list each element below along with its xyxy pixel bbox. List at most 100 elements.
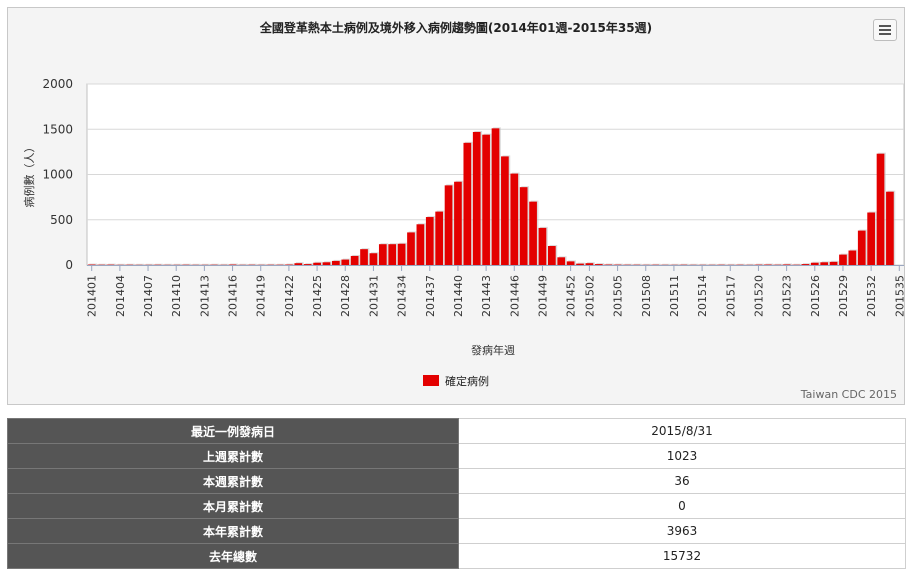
bar-shadow bbox=[624, 263, 633, 265]
x-tick-label: 201425 bbox=[311, 275, 324, 317]
bar-shadow bbox=[784, 263, 792, 265]
bar-shadow bbox=[230, 263, 238, 265]
bar-shadow bbox=[164, 263, 173, 265]
y-tick-label: 500 bbox=[50, 213, 73, 227]
bar bbox=[444, 185, 453, 265]
bar-shadow bbox=[220, 263, 229, 265]
y-tick-label: 2000 bbox=[42, 77, 73, 91]
stats-label: 最近一例發病日 bbox=[7, 418, 459, 444]
bar-shadow bbox=[662, 263, 670, 265]
bar-shadow bbox=[680, 263, 689, 265]
bar bbox=[491, 128, 500, 265]
bar-shadow bbox=[98, 263, 107, 265]
bar bbox=[839, 254, 847, 265]
bar bbox=[378, 244, 387, 265]
bar-shadow bbox=[211, 263, 220, 265]
x-tick-label: 201404 bbox=[114, 275, 127, 317]
bar-shadow bbox=[756, 263, 764, 265]
x-tick-label: 201502 bbox=[583, 275, 596, 317]
x-tick-label: 201523 bbox=[781, 275, 794, 317]
bar bbox=[360, 249, 368, 265]
stats-row: 本月累計數 0 bbox=[7, 493, 906, 519]
bar bbox=[594, 264, 603, 265]
stats-row: 上週累計數 1023 bbox=[7, 443, 906, 469]
x-tick-label: 201535 bbox=[893, 275, 904, 317]
menu-icon-line bbox=[879, 25, 891, 27]
stats-row: 最近一例發病日 2015/8/31 bbox=[7, 418, 906, 444]
bar bbox=[566, 261, 575, 265]
chart-credit: Taiwan CDC 2015 bbox=[800, 388, 897, 401]
bar-shadow bbox=[239, 263, 248, 265]
bar-shadow bbox=[727, 263, 736, 265]
y-tick-label: 0 bbox=[65, 258, 73, 272]
bar bbox=[510, 173, 519, 265]
bar-shadow bbox=[765, 263, 774, 265]
legend-swatch bbox=[423, 375, 439, 386]
bar-shadow bbox=[746, 263, 755, 265]
bar bbox=[313, 262, 321, 265]
bar-shadow bbox=[258, 263, 267, 265]
x-axis-label: 發病年週 bbox=[471, 343, 515, 357]
x-tick-label: 201532 bbox=[865, 275, 878, 317]
bar-shadow bbox=[267, 263, 276, 265]
x-tick-label: 201434 bbox=[396, 275, 409, 317]
bar bbox=[397, 243, 406, 265]
stats-label: 上週累計數 bbox=[7, 443, 459, 469]
bar-shadow bbox=[605, 263, 614, 265]
bar-shadow bbox=[145, 263, 154, 265]
bar-shadow bbox=[793, 263, 802, 265]
bar bbox=[388, 244, 397, 265]
bar-shadow bbox=[173, 263, 182, 265]
bar-shadow bbox=[643, 263, 652, 265]
stats-value: 2015/8/31 bbox=[458, 418, 906, 444]
bar bbox=[782, 264, 791, 265]
bar bbox=[867, 212, 875, 265]
x-tick-label: 201505 bbox=[612, 275, 625, 317]
x-tick-label: 201514 bbox=[696, 275, 709, 317]
chart-menu-button[interactable] bbox=[873, 19, 897, 41]
bar-shadow bbox=[108, 263, 116, 265]
stats-row: 本週累計數 36 bbox=[7, 468, 906, 494]
x-tick-label: 201407 bbox=[142, 275, 155, 317]
bar bbox=[303, 264, 312, 265]
bar bbox=[876, 153, 885, 265]
x-tick-label: 201416 bbox=[227, 275, 240, 317]
stats-row: 去年總數 15732 bbox=[7, 543, 906, 569]
x-tick-label: 201422 bbox=[283, 275, 296, 317]
bar-shadow bbox=[202, 263, 210, 265]
bar bbox=[886, 191, 894, 265]
x-tick-label: 201520 bbox=[752, 275, 765, 317]
bar-shadow bbox=[136, 263, 144, 265]
bar bbox=[454, 181, 462, 265]
bar bbox=[350, 255, 359, 265]
bar-shadow bbox=[89, 263, 98, 265]
bar bbox=[829, 261, 838, 265]
x-tick-label: 201517 bbox=[724, 275, 737, 317]
stats-value: 1023 bbox=[458, 443, 906, 469]
x-tick-label: 201413 bbox=[198, 275, 211, 317]
dengue-trend-chart: 全國登革熱本土病例及境外移入病例趨勢圖(2014年01週-2015年35週) 0 5… bbox=[22, 20, 904, 401]
x-tick-label: 201443 bbox=[480, 275, 493, 317]
bar-shadow bbox=[671, 263, 680, 265]
x-tick-label: 201419 bbox=[255, 275, 268, 317]
bar bbox=[810, 262, 819, 265]
bar-shadow bbox=[183, 263, 191, 265]
bar-shadow bbox=[690, 263, 699, 265]
bar bbox=[482, 134, 490, 265]
stats-row: 本年累計數 3963 bbox=[7, 518, 906, 544]
bar-shadow bbox=[652, 263, 661, 265]
bar bbox=[519, 187, 528, 265]
x-tick-label: 201452 bbox=[565, 275, 578, 317]
stats-label: 本週累計數 bbox=[7, 468, 459, 494]
stats-table: 最近一例發病日 2015/8/31 上週累計數 1023 本週累計數 36 本月累計數 0 本年… bbox=[7, 418, 906, 569]
bar-shadow bbox=[615, 263, 623, 265]
bar bbox=[576, 263, 584, 265]
bar-shadow bbox=[774, 263, 783, 265]
bar-shadow bbox=[699, 263, 708, 265]
stats-label: 去年總數 bbox=[7, 543, 459, 569]
bar-shadow bbox=[803, 263, 811, 265]
y-tick-label: 1000 bbox=[42, 168, 73, 182]
bar bbox=[801, 264, 810, 265]
x-tick-label: 201431 bbox=[367, 275, 380, 317]
menu-icon-line bbox=[879, 33, 891, 35]
